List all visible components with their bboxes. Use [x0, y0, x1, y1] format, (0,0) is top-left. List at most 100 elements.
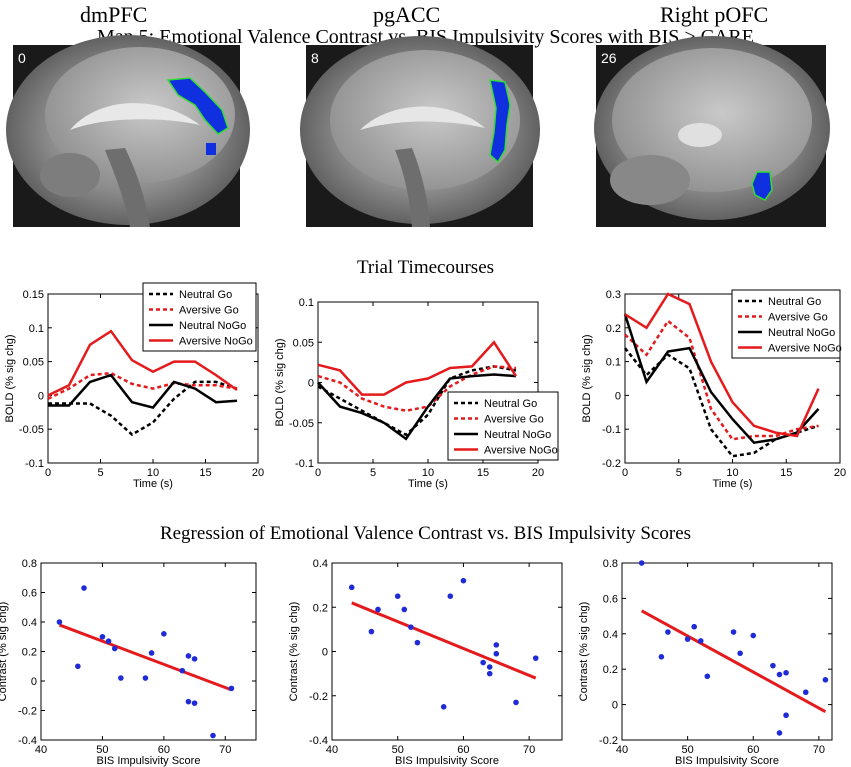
- x-tick-label: 70: [523, 744, 535, 756]
- scatter-point: [460, 577, 467, 584]
- region-title-pofc: Right pOFC: [660, 2, 769, 27]
- y-tick-label: -0.1: [602, 424, 621, 436]
- x-tick-label: 5: [676, 467, 682, 479]
- x-tick-label: 60: [747, 744, 759, 756]
- y-tick-label: -0.2: [602, 458, 621, 470]
- series-line-aversive-go: [624, 319, 819, 441]
- scatter-point: [697, 638, 704, 644]
- y-axis-label: Contrast (% sig chg): [0, 602, 9, 702]
- legend-label: Aversive Go: [484, 414, 544, 426]
- y-tick-label: 0: [31, 676, 37, 688]
- scatter-point: [105, 638, 112, 644]
- scatter-point: [684, 636, 691, 642]
- regression-pgACC: 40 50 60 70 -0.4 -0.2 0 0.2 0.4 BIS Impulsivity S…: [288, 558, 563, 767]
- x-tick-label: 10: [422, 467, 434, 479]
- y-tick-label: 0.6: [22, 588, 37, 600]
- scatter-point: [513, 699, 519, 706]
- cerebellum: [610, 155, 690, 205]
- x-tick-label: 10: [726, 467, 738, 479]
- legend: Neutral Go Aversive Go Neutral NoGo Aversiv…: [447, 391, 559, 461]
- y-tick-label: 0.8: [22, 558, 37, 570]
- y-tick-label: 0.3: [606, 289, 621, 301]
- y-tick-label: 0.1: [606, 357, 621, 369]
- activation-cluster: [489, 79, 511, 164]
- scatter-point: [776, 671, 783, 678]
- scatter-point: [142, 675, 149, 681]
- y-tick-label: 0.05: [23, 357, 44, 369]
- y-tick-label: 0.1: [29, 323, 44, 335]
- x-tick-label: 50: [392, 744, 404, 756]
- scatter-point: [401, 606, 408, 613]
- y-tick-label: 0.1: [299, 297, 314, 309]
- brainstem: [105, 148, 150, 227]
- legend-label: Neutral NoGo: [768, 327, 835, 339]
- legend-label: Neutral Go: [768, 296, 821, 308]
- scatter-point: [776, 730, 783, 736]
- region-title-dmpfc: dmPFC: [80, 2, 148, 27]
- slice-label: 8: [311, 50, 319, 66]
- x-tick-label: 15: [477, 467, 489, 479]
- scatter-point: [802, 689, 809, 696]
- scatter-point: [704, 673, 711, 680]
- scatter-point: [368, 628, 375, 635]
- scatter-point: [658, 654, 665, 660]
- scatter-point: [783, 712, 789, 719]
- x-tick-label: 15: [780, 467, 792, 479]
- x-axis-label: Time (s): [133, 478, 173, 490]
- y-tick-label: -0.2: [599, 735, 618, 747]
- scatter-point: [185, 653, 192, 659]
- scatter-point: [750, 632, 757, 639]
- legend-label: Neutral NoGo: [179, 320, 246, 332]
- regression-dmPFC: 40 50 60 70 -0.4 -0.2 0 0.2 0.4 0.6 0.8 BIS Impulsi…: [0, 558, 257, 767]
- legend-label: Aversive NoGo: [179, 336, 253, 348]
- timecourse-pOFC: 0 5 10 15 20 -0.2 -0.1 0 0.1 0.2 0.3 Time (s) BOLD (…: [581, 289, 846, 490]
- x-tick-label: 15: [199, 467, 211, 479]
- y-tick-label: -0.2: [309, 691, 328, 703]
- x-axis-label: Time (s): [408, 478, 448, 490]
- x-tick-label: 40: [326, 744, 338, 756]
- scatter-point: [408, 624, 414, 630]
- scatter-point: [81, 585, 87, 591]
- x-axis-label: BIS Impulsivity Score: [395, 755, 499, 767]
- axes-box: [40, 562, 257, 741]
- x-tick-label: 70: [813, 744, 825, 756]
- y-tick-label: 0.8: [603, 558, 618, 570]
- series-line-neutral-go: [48, 380, 238, 437]
- y-tick-label: -0.05: [289, 418, 314, 430]
- region-title-pgacc: pgACC: [373, 2, 441, 27]
- scatter-point: [394, 593, 401, 599]
- scatter-point: [783, 669, 789, 676]
- legend-label: Aversive Go: [768, 312, 828, 324]
- scatter-point: [185, 698, 192, 705]
- scatter-point: [447, 593, 454, 599]
- scatter-point: [111, 645, 118, 652]
- brainstem: [395, 148, 430, 227]
- scatter-point: [348, 584, 355, 591]
- legend: Neutral Go Aversive Go Neutral NoGo Aversiv…: [731, 289, 842, 359]
- series-line-aversive-go: [317, 365, 517, 412]
- legend-label: Aversive NoGo: [484, 445, 558, 457]
- cerebellum: [40, 153, 100, 197]
- x-tick-label: 20: [252, 467, 264, 479]
- y-tick-label: 0: [308, 378, 314, 390]
- y-tick-label: -0.1: [295, 458, 314, 470]
- scatter-point: [493, 650, 500, 657]
- x-tick-label: 0: [315, 467, 321, 479]
- scatter-point: [822, 677, 829, 683]
- y-tick-label: 0: [322, 647, 328, 659]
- scatter-point: [375, 606, 381, 613]
- scatter-point: [99, 633, 106, 640]
- y-tick-label: 0: [38, 390, 44, 402]
- legend-label: Neutral NoGo: [484, 429, 551, 441]
- regression-section-title: Regression of Emotional Valence Contrast…: [159, 523, 692, 544]
- y-tick-label: -0.4: [18, 735, 37, 747]
- scatter-point: [414, 639, 421, 646]
- series-line-aversive-nogo: [624, 292, 820, 438]
- series-line-neutral-nogo: [48, 373, 238, 410]
- regression-fit-line: [640, 609, 827, 713]
- white-matter: [678, 123, 722, 147]
- y-axis-label: BOLD (% sig chg): [581, 334, 593, 422]
- corpus-callosum: [70, 103, 200, 130]
- y-tick-label: 0: [615, 390, 621, 402]
- y-tick-label: 0.4: [313, 558, 328, 570]
